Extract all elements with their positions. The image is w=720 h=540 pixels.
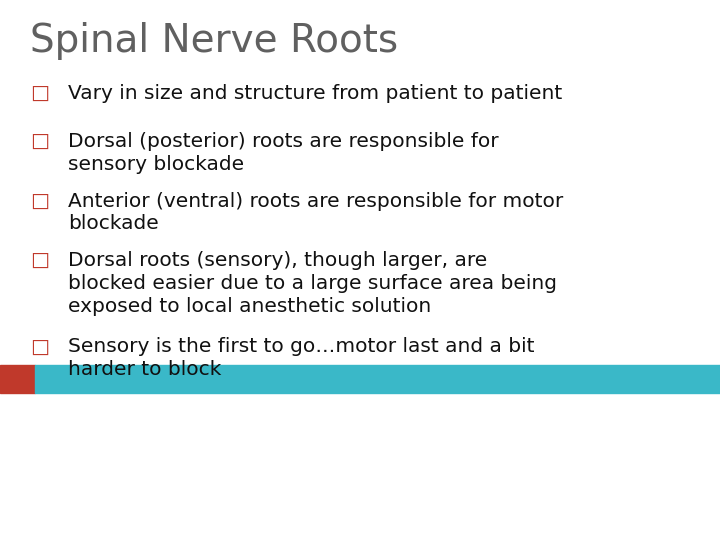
Text: Anterior (ventral) roots are responsible for motor
blockade: Anterior (ventral) roots are responsible… [68, 192, 564, 233]
Text: □: □ [30, 132, 49, 151]
Text: □: □ [30, 84, 49, 103]
Text: Dorsal (posterior) roots are responsible for
sensory blockade: Dorsal (posterior) roots are responsible… [68, 132, 499, 174]
Text: Sensory is the first to go…motor last and a bit
harder to block: Sensory is the first to go…motor last an… [68, 338, 535, 379]
Text: □: □ [30, 338, 49, 356]
Text: Spinal Nerve Roots: Spinal Nerve Roots [30, 22, 398, 59]
Text: Vary in size and structure from patient to patient: Vary in size and structure from patient … [68, 84, 562, 103]
Text: Dorsal roots (sensory), though larger, are
blocked easier due to a large surface: Dorsal roots (sensory), though larger, a… [68, 251, 557, 315]
Bar [0, 365, 35, 393]
Text: □: □ [30, 192, 49, 211]
Text: □: □ [30, 251, 49, 270]
Bar [35, 365, 720, 393]
